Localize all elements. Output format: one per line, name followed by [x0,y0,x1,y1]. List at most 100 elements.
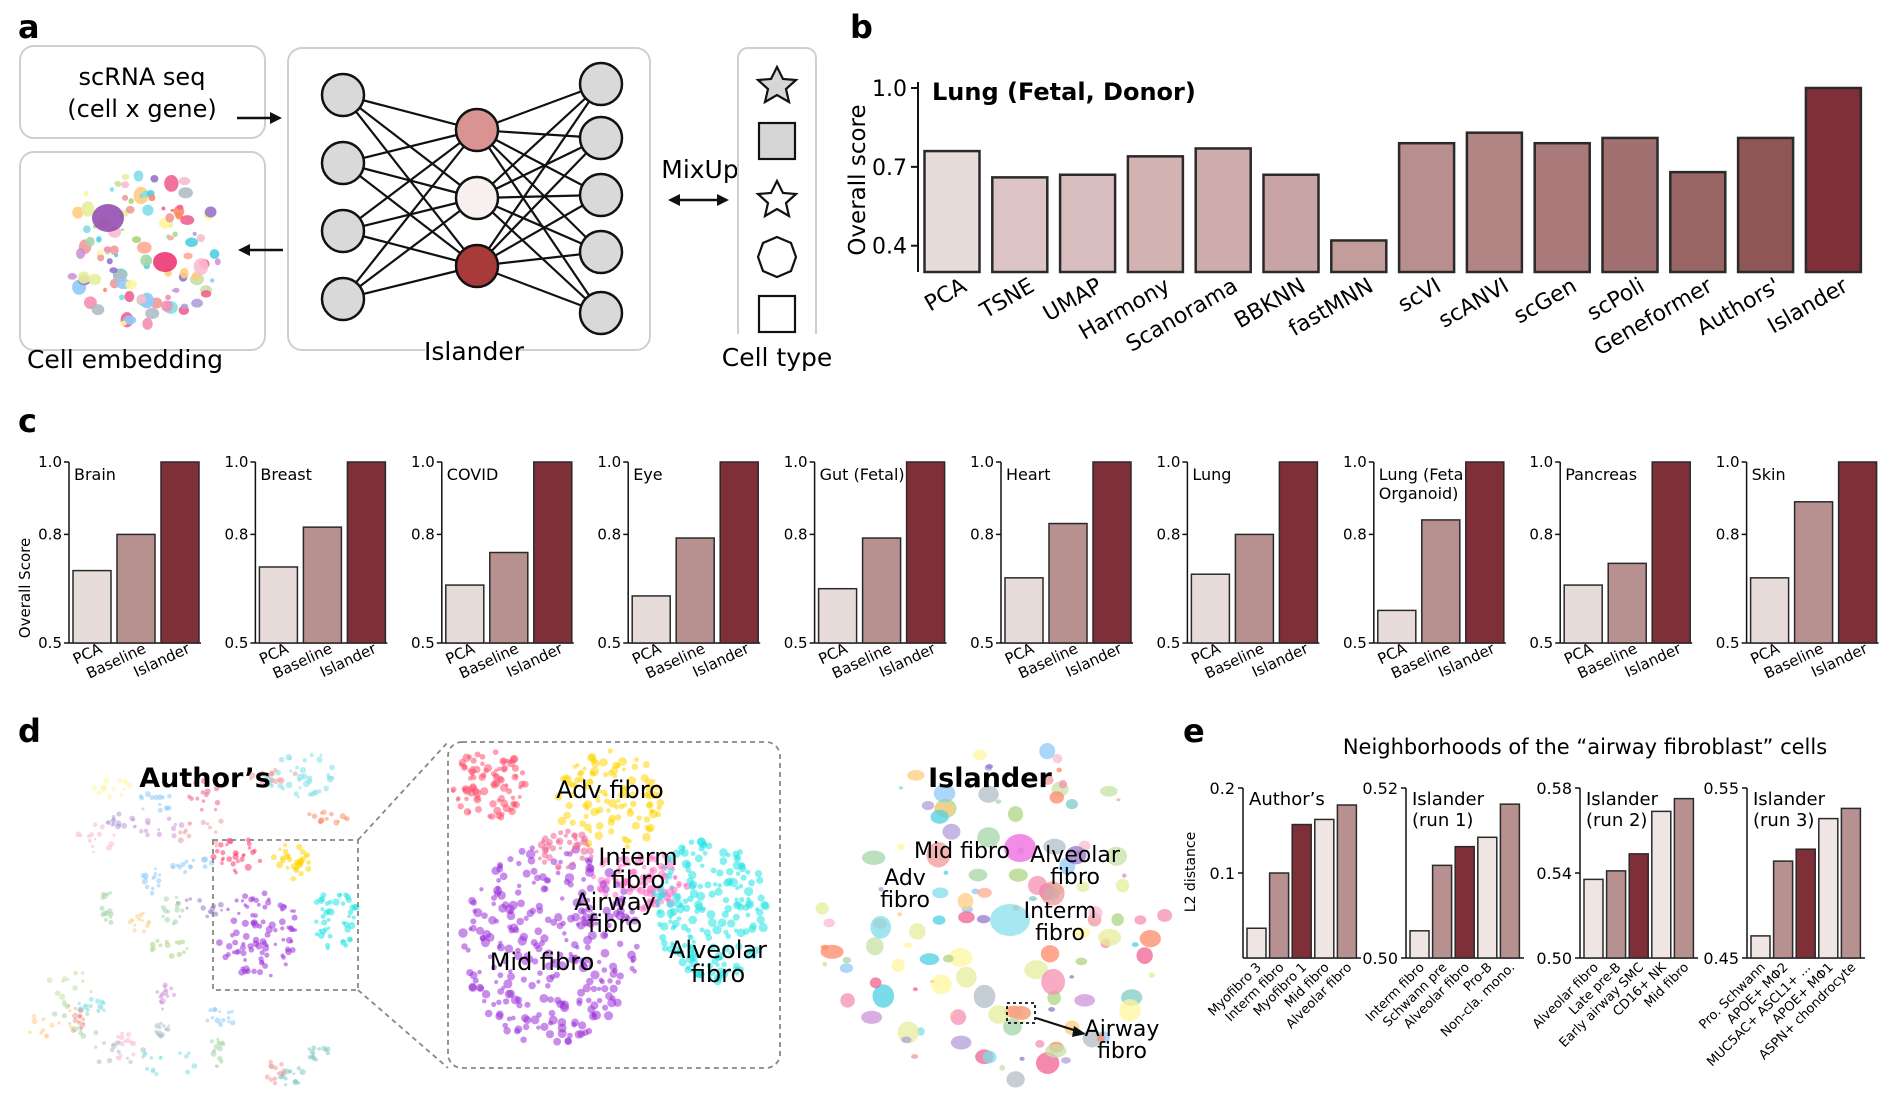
authors-background-cell [116,811,122,817]
islander-island [820,944,844,959]
authors-background-cell [39,1031,43,1035]
authors-alveolar-fibro-cell [348,922,356,930]
authors-background-cell [163,805,170,811]
islander-island [982,1050,997,1064]
zoom-alveolar-fibro-cell [699,863,705,869]
c-bar [719,461,759,644]
authors-background-cell [85,1012,90,1017]
isl-label-interm-2: fibro [1035,921,1085,946]
embedding-cluster-dot [109,187,115,192]
authors-background-cell [311,813,318,819]
authors-adv-fibro-cell [293,866,300,874]
authors-red-cell [247,846,252,850]
authors-background-cell [259,770,266,777]
c-chart-title-2: Organoid) [1379,484,1459,503]
authors-background-cell [144,884,150,890]
authors-mid-fibro-cell [283,904,287,909]
authors-background-cell [174,907,180,913]
zoom-adv-fibro-cell [604,798,610,805]
embedding-cluster-dot [136,294,147,304]
authors-background-cell [161,914,165,919]
authors-background-cell [95,998,101,1004]
zoom-mid-fibro-cell [523,952,531,959]
zoom-mid-fibro-cell [497,943,505,952]
authors-background-cell [141,919,144,922]
islander-island [1002,1018,1022,1036]
zoom-mid-fibro-cell [572,898,582,908]
zoom-mid-fibro-cell [564,1037,572,1046]
authors-background-cell [167,1024,170,1028]
zoom-mid-fibro-cell [585,997,592,1004]
authors-background-cell [227,1020,231,1024]
zoom-airway-fibro-cell [565,865,570,870]
e-bar [1291,823,1312,959]
zoom-adv-fibro-cell [629,800,637,808]
authors-background-cell [294,1080,298,1084]
islander-island [990,904,1030,936]
zoom-alveolar-fibro-cell [756,915,765,924]
authors-background-cell [323,785,329,792]
authors-background-cell [92,822,98,828]
zoom-mid-fibro-cell [591,1010,601,1020]
c-chart-title: Lung (Fetal, [1379,465,1473,484]
zoom-adv-fibro-cell [636,815,642,821]
zoom-interm-fibro-cell [657,870,666,880]
zoom-alveolar-fibro-cell [657,884,665,892]
islander-island [897,843,905,851]
zoom-adv-fibro-cell [584,783,590,790]
zoom-mid-fibro-cell [553,971,561,979]
network-edge [476,129,602,253]
authors-background-cell [102,893,109,899]
islander-island [972,749,987,761]
authors-alveolar-fibro-cell [321,919,328,926]
zoom-alveolar-fibro-cell [721,910,729,918]
zoom-alveolar-fibro-cell [742,928,750,935]
authors-red-cell [234,871,238,875]
zoom-airway-fibro-cell [550,832,557,840]
authors-background-cell [209,905,216,912]
e-chart-title-2: (run 2) [1586,810,1647,831]
zoom-alveolar-fibro-cell [734,966,739,971]
islander-island [988,1005,1009,1024]
islander-island [822,961,828,967]
authors-mid-fibro-cell [241,919,249,927]
c-bar [1278,461,1319,644]
zoom-red-cell [474,751,481,758]
zoom-mid-fibro-cell [582,983,592,993]
embedding-cluster-dot [180,303,189,309]
panel-a: a scRNA seq (cell x gene) Cell embedding… [18,8,832,374]
zoom-mid-fibro-cell [554,996,562,1005]
islander-island [1061,1057,1071,1064]
zoom-mid-fibro-cell [496,878,502,883]
e-bar [1268,872,1290,959]
authors-background-cell [302,758,307,763]
star-filled-icon [755,64,799,105]
islander-island [931,974,952,995]
zoom-label-adv-fibro: Adv fibro [556,776,663,804]
authors-mid-fibro-cell [231,950,236,955]
zoom-mid-fibro-cell [536,1025,541,1030]
authors-alveolar-fibro-cell [351,915,356,920]
zoom-mid-fibro-cell [620,913,630,922]
input-node [320,140,366,186]
authors-background-cell [109,911,114,917]
zoom-alveolar-fibro-cell [685,867,692,873]
zoom-red-cell [511,764,519,772]
authors-background-cell [264,1074,270,1080]
zoom-mid-fibro-cell [517,899,525,908]
islander-island [995,799,1002,804]
star-outline-icon [755,178,799,219]
c-y-tick-label: 1.0 [597,453,621,471]
zoom-interm-fibro-cell [641,864,647,870]
zoom-adv-fibro-cell [642,832,651,842]
c-bar [489,551,529,644]
authors-background-cell [160,795,165,800]
zoom-alveolar-fibro-cell [708,890,716,898]
zoom-mid-fibro-cell [605,912,614,922]
c-y-tick-label: 0.8 [1343,525,1367,543]
c-bar [1234,533,1275,644]
c-bar [258,566,299,644]
zoom-mid-fibro-cell [458,928,468,938]
mixup-double-arrow-icon [668,194,729,206]
zoom-alveolar-fibro-cell [740,874,747,881]
